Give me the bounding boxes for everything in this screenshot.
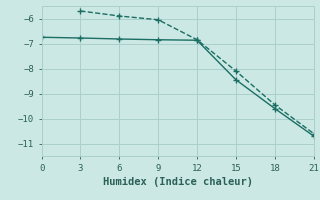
X-axis label: Humidex (Indice chaleur): Humidex (Indice chaleur) [103,177,252,187]
